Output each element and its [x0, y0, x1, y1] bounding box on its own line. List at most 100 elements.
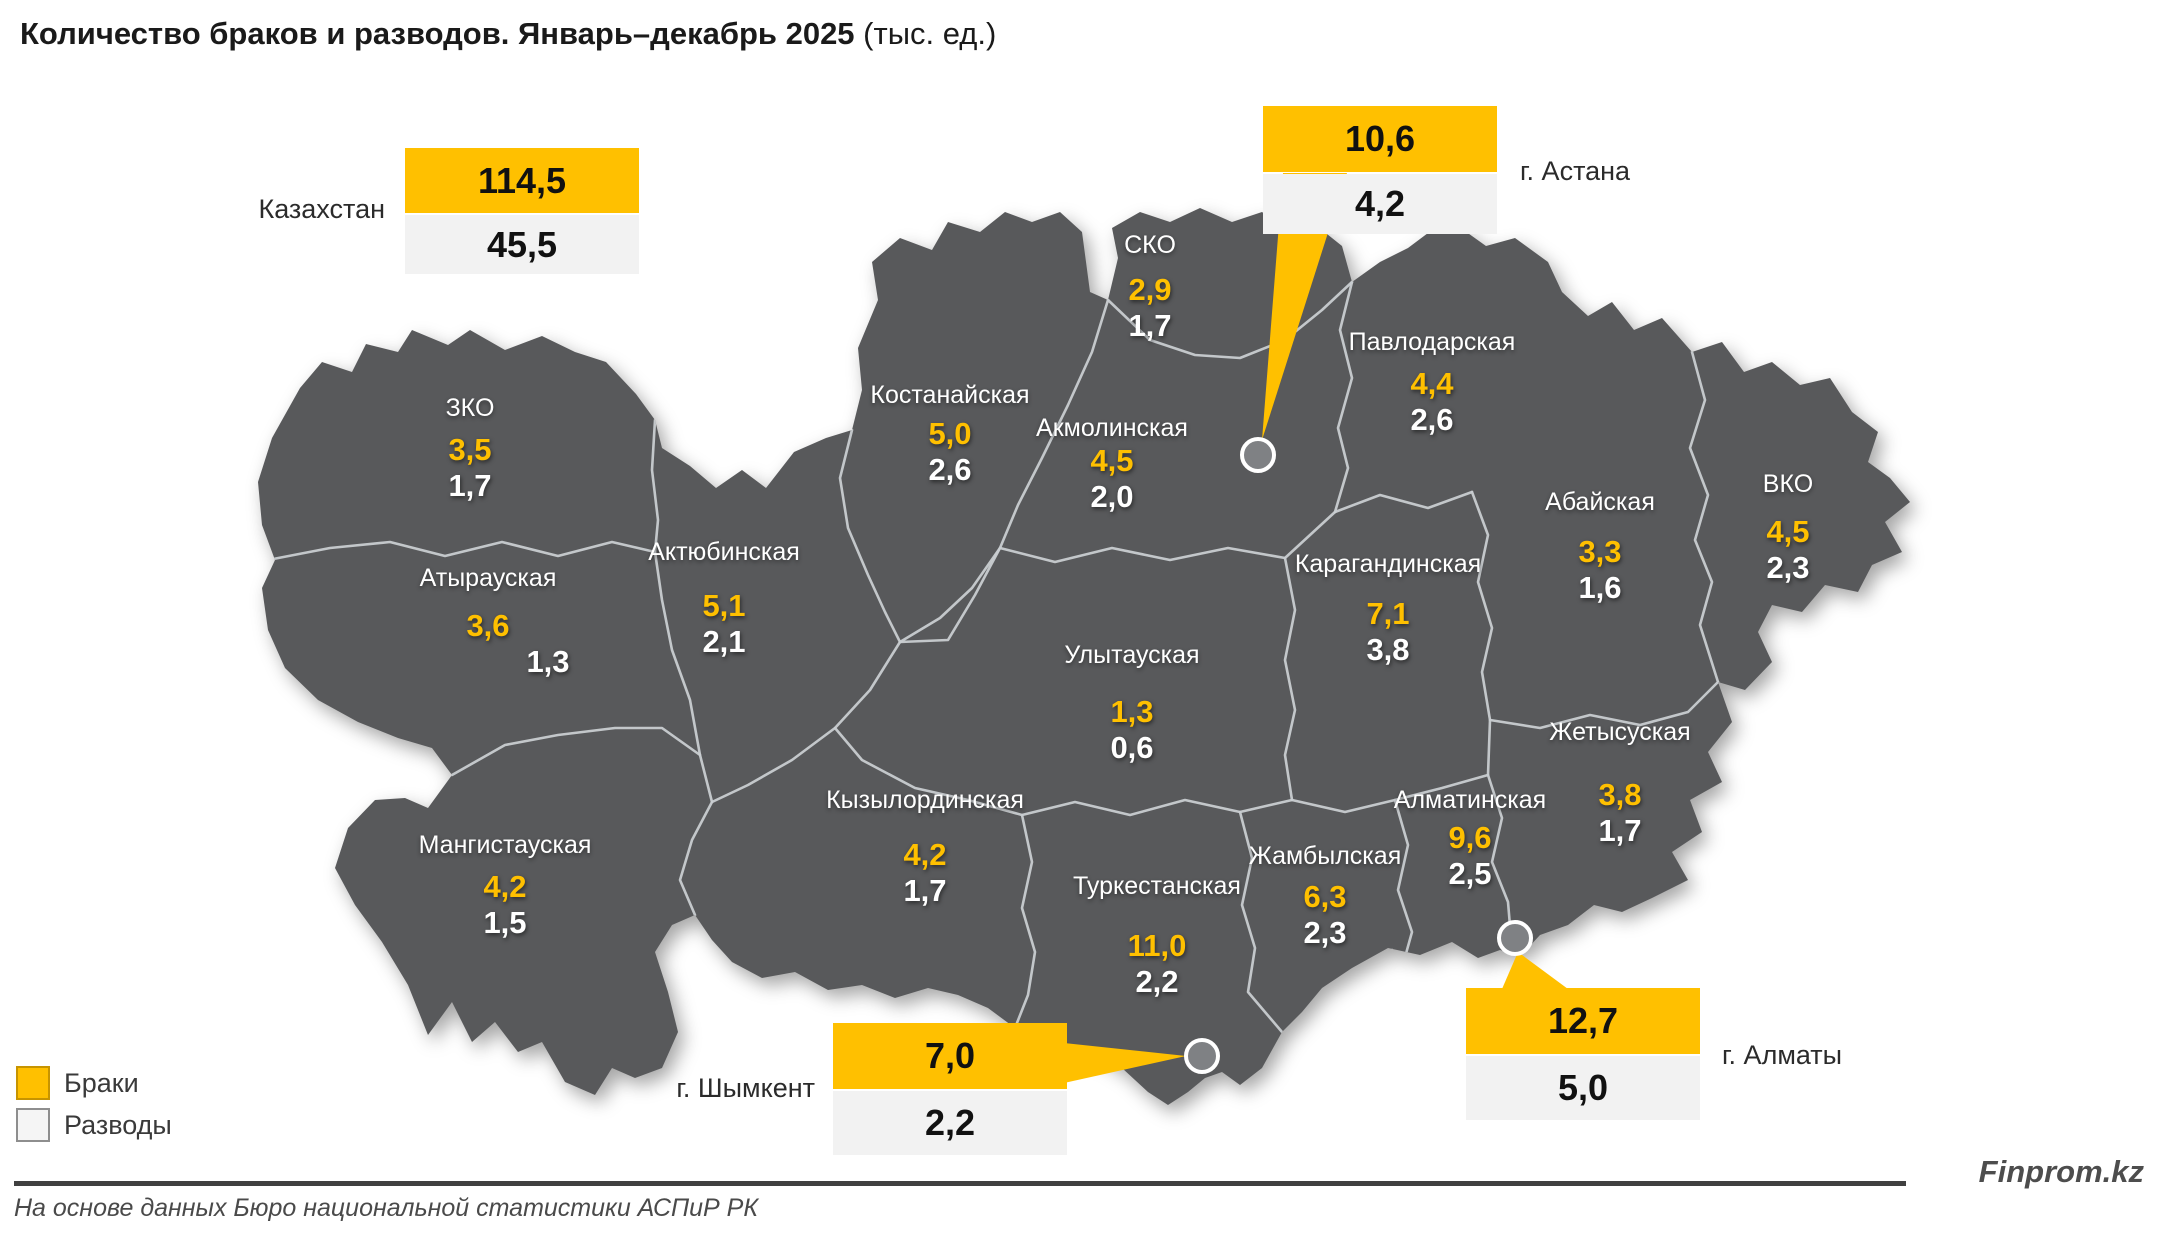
almaty-marker	[1497, 920, 1533, 956]
region-akmolinskaya-name: Акмолинская	[1036, 414, 1188, 442]
region-turkestanskaya-name: Туркестанская	[1073, 872, 1241, 900]
shymkent-label: г. Шымкент	[676, 1073, 815, 1103]
region-almatinskaya-marriages: 9,6	[1448, 820, 1492, 855]
region-kyzylordinskaya-marriages: 4,2	[903, 837, 947, 872]
region-vko: ВКО 4,5 2,3	[1763, 469, 1813, 586]
region-atyrauskaya-name: Атырауская	[419, 564, 557, 592]
almaty-marriages-value: 12,7	[1466, 988, 1700, 1054]
region-sko-marriages: 2,9	[1128, 272, 1172, 307]
shymkent-callout: 7,0 2,2	[833, 1023, 1067, 1155]
region-zhetysuskaya-divorces: 1,7	[1598, 813, 1642, 848]
region-karagandinskaya: Карагандинская 7,1 3,8	[1295, 549, 1481, 668]
region-pavlodarskaya-marriages: 4,4	[1410, 366, 1454, 401]
legend-divorces-swatch	[16, 1108, 50, 1142]
almaty-callout: 12,7 5,0	[1466, 988, 1700, 1120]
region-zhambylskaya-marriages: 6,3	[1303, 879, 1347, 914]
region-pavlodarskaya: Павлодарская 4,4 2,6	[1349, 327, 1516, 438]
region-zhambylskaya-name: Жамбылская	[1248, 842, 1402, 870]
region-akmolinskaya-marriages: 4,5	[1090, 443, 1134, 478]
astana-label: г. Астана	[1520, 156, 1631, 186]
region-almatinskaya-divorces: 2,5	[1448, 856, 1492, 891]
region-turkestanskaya-divorces: 2,2	[1135, 964, 1179, 999]
page-title-unit: (тыс. ед.)	[854, 16, 997, 51]
astana-divorces-value: 4,2	[1263, 174, 1497, 234]
region-atyrauskaya: Атырауская 3,6 1,3	[419, 563, 570, 680]
region-aktyubinskaya: Актюбинская 5,1 2,1	[648, 537, 800, 660]
region-turkestanskaya: Туркестанская 11,0 2,2	[1073, 871, 1241, 1000]
region-borders	[266, 280, 1720, 1034]
legend-marriages-row: Браки	[16, 1066, 172, 1100]
astana-marker	[1240, 437, 1276, 473]
region-almatinskaya-name: Алматинская	[1393, 786, 1547, 814]
legend: Браки Разводы	[16, 1066, 172, 1150]
region-ulytauskaya: Улытауская 1,3 0,6	[1064, 640, 1199, 766]
shymkent-divorces-value: 2,2	[833, 1091, 1067, 1155]
watermark-finprom: Finprom.kz	[1978, 1154, 2144, 1189]
region-sko-divorces: 1,7	[1128, 308, 1172, 343]
region-sko-name: СКО	[1124, 231, 1176, 259]
region-vko-marriages: 4,5	[1766, 514, 1810, 549]
region-kostanayskaya-marriages: 5,0	[928, 416, 972, 451]
region-aktyubinskaya-marriages: 5,1	[702, 588, 746, 623]
region-kostanayskaya-divorces: 2,6	[928, 452, 972, 487]
region-zhetysuskaya-name: Жетысуская	[1549, 718, 1691, 746]
region-almatinskaya: Алматинская 9,6 2,5	[1394, 785, 1546, 892]
shymkent-marker	[1184, 1038, 1220, 1074]
region-mangistauskaya-name: Мангистауская	[418, 831, 592, 859]
region-akmolinskaya: Акмолинская 4,5 2,0	[1036, 413, 1188, 515]
region-abayskaya-divorces: 1,6	[1578, 570, 1622, 605]
region-zhambylskaya-divorces: 2,3	[1303, 915, 1347, 950]
region-zko-divorces: 1,7	[448, 468, 492, 503]
page-title-main: Количество браков и разводов. Январь–дек…	[20, 16, 855, 51]
region-kyzylordinskaya-divorces: 1,7	[903, 873, 947, 908]
region-abayskaya: Абайская 3,3 1,6	[1545, 487, 1655, 606]
total-callout: 114,5 45,5	[405, 148, 639, 274]
region-kostanayskaya: Костанайская 5,0 2,6	[870, 380, 1029, 488]
source-note: На основе данных Бюро национальной стати…	[14, 1194, 759, 1222]
region-aktyubinskaya-divorces: 2,1	[702, 624, 746, 659]
region-vko-divorces: 2,3	[1766, 550, 1810, 585]
region-akmolinskaya-divorces: 2,0	[1090, 479, 1134, 514]
region-karagandinskaya-divorces: 3,8	[1366, 632, 1410, 667]
region-zko: ЗКО 3,5 1,7	[446, 393, 495, 504]
astana-callout: 10,6 4,2	[1263, 106, 1497, 234]
region-kyzylordinskaya: Кызылординская 4,2 1,7	[826, 785, 1024, 909]
region-zhetysuskaya: Жетысуская 3,8 1,7	[1549, 717, 1690, 849]
total-marriages-value: 114,5	[405, 148, 639, 213]
region-sko: СКО 2,9 1,7	[1124, 230, 1176, 344]
almaty-callout-pointer	[1502, 952, 1568, 989]
legend-divorces-label: Разводы	[64, 1109, 172, 1140]
region-mangistauskaya-marriages: 4,2	[483, 869, 527, 904]
region-ulytauskaya-marriages: 1,3	[1110, 694, 1154, 729]
region-zko-name: ЗКО	[445, 394, 495, 422]
astana-callout-pointer	[1262, 173, 1347, 440]
legend-marriages-label: Браки	[64, 1067, 139, 1098]
almaty-label: г. Алматы	[1722, 1040, 1843, 1070]
region-ulytauskaya-name: Улытауская	[1064, 641, 1200, 669]
region-kostanayskaya-name: Костанайская	[870, 381, 1030, 409]
region-karagandinskaya-name: Карагандинская	[1294, 550, 1482, 578]
region-aktyubinskaya-name: Актюбинская	[648, 538, 800, 566]
almaty-divorces-value: 5,0	[1466, 1056, 1700, 1120]
region-vko-name: ВКО	[1762, 470, 1814, 498]
shymkent-callout-pointer	[1064, 1043, 1186, 1083]
astana-marriages-value: 10,6	[1263, 106, 1497, 172]
region-pavlodarskaya-divorces: 2,6	[1410, 402, 1454, 437]
region-turkestanskaya-marriages: 11,0	[1127, 928, 1187, 963]
region-zhetysuskaya-marriages: 3,8	[1598, 777, 1642, 812]
page-title: Количество браков и разводов. Январь–дек…	[20, 16, 996, 52]
region-atyrauskaya-marriages: 3,6	[466, 608, 510, 643]
region-atyrauskaya-divorces: 1,3	[526, 644, 570, 679]
region-zhambylskaya: Жамбылская 6,3 2,3	[1249, 841, 1401, 951]
region-abayskaya-name: Абайская	[1545, 488, 1655, 516]
region-ulytauskaya-divorces: 0,6	[1110, 730, 1154, 765]
region-karagandinskaya-marriages: 7,1	[1366, 596, 1410, 631]
region-kyzylordinskaya-name: Кызылординская	[826, 786, 1024, 814]
region-abayskaya-marriages: 3,3	[1578, 534, 1622, 569]
region-mangistauskaya-divorces: 1,5	[483, 905, 527, 940]
region-zko-marriages: 3,5	[448, 432, 492, 467]
legend-divorces-row: Разводы	[16, 1108, 172, 1142]
total-label: Казахстан	[258, 194, 385, 224]
